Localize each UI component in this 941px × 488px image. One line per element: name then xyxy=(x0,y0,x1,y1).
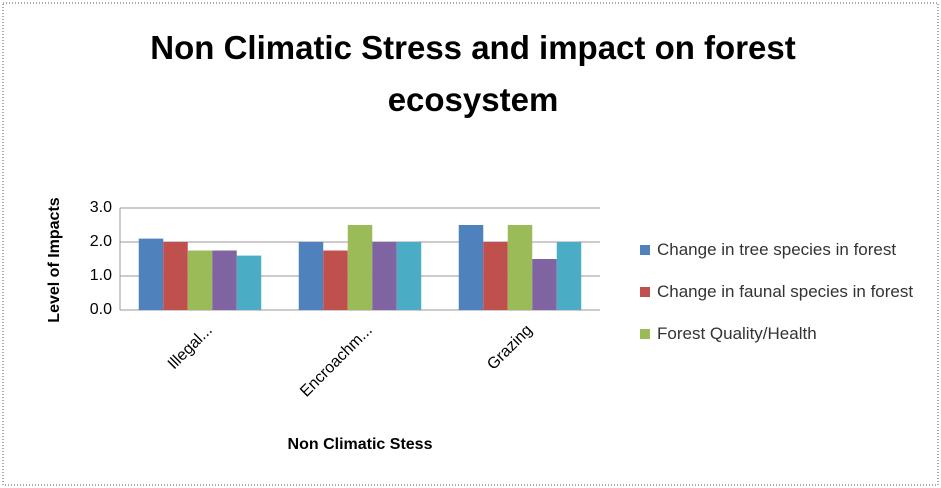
legend-swatch xyxy=(640,245,650,255)
bar xyxy=(212,250,237,310)
x-axis-label: Non Climatic Stess xyxy=(288,436,433,453)
title-line: ecosystem xyxy=(388,81,559,118)
legend-item: Change in faunal species in forest xyxy=(640,278,920,306)
bar xyxy=(483,242,508,310)
legend-item: Forest Quality/Health xyxy=(640,320,920,348)
x-tick-label: Illegal... xyxy=(165,322,216,373)
legend-label: Forest Quality/Health xyxy=(657,324,817,343)
y-tick-label: 2.0 xyxy=(90,233,112,250)
legend-item: Change in tree species in forest xyxy=(640,236,920,264)
chart-title: Non Climatic Stress and impact on forest… xyxy=(150,29,795,118)
y-tick-label: 3.0 xyxy=(90,199,112,216)
bar xyxy=(323,250,348,310)
bar xyxy=(372,242,397,310)
legend-label: Change in tree species in forest xyxy=(657,240,897,259)
bar xyxy=(396,242,422,310)
y-tick-label: 1.0 xyxy=(90,267,112,284)
bar xyxy=(532,259,557,310)
legend-swatch xyxy=(640,287,650,297)
legend-label: Change in faunal species in forest xyxy=(657,282,914,301)
bar xyxy=(187,250,213,310)
bar xyxy=(556,242,582,310)
bar xyxy=(163,242,188,310)
x-tick-label: Encroachm... xyxy=(297,322,376,401)
bar xyxy=(458,225,484,310)
x-tick-label: Grazing xyxy=(484,322,536,374)
bar xyxy=(138,238,164,310)
legend-swatch xyxy=(640,329,650,339)
y-tick-label: 0.0 xyxy=(90,301,112,318)
bar xyxy=(347,225,373,310)
bar xyxy=(236,255,262,310)
bar xyxy=(507,225,533,310)
title-line: Non Climatic Stress and impact on forest xyxy=(150,29,795,66)
y-axis-label: Level of Impacts xyxy=(46,197,63,322)
legend: Change in tree species in forest Change i… xyxy=(640,236,920,362)
bar xyxy=(298,242,324,310)
